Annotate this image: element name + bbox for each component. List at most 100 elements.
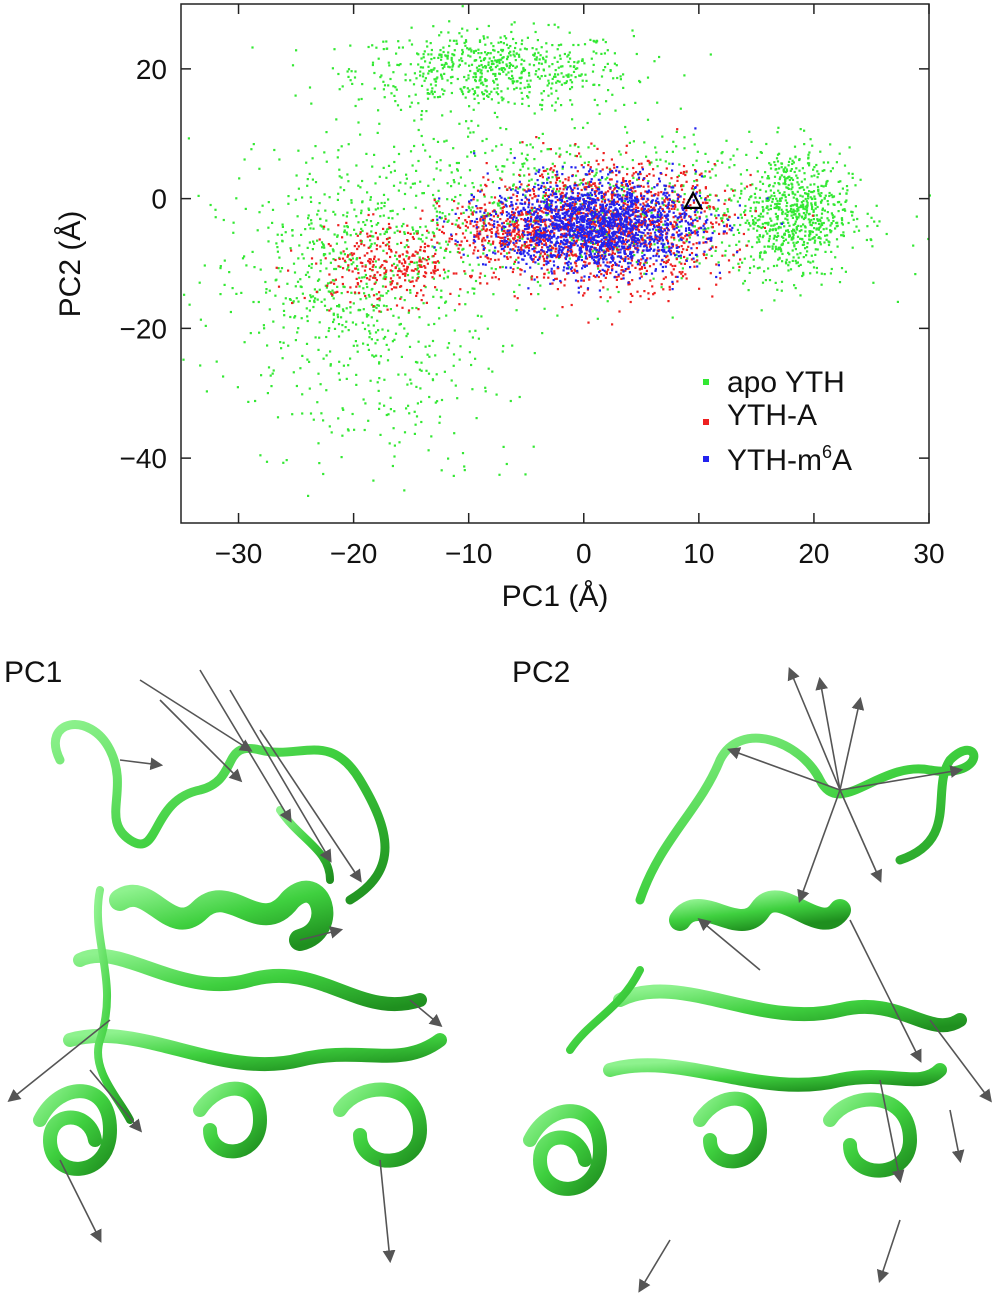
scatter-point bbox=[457, 224, 460, 227]
scatter-point bbox=[585, 235, 589, 238]
scatter-point bbox=[570, 248, 573, 251]
scatter-point bbox=[800, 225, 803, 228]
scatter-point bbox=[363, 244, 366, 247]
scatter-point bbox=[622, 73, 625, 76]
scatter-point bbox=[480, 315, 483, 318]
scatter-point bbox=[663, 211, 666, 214]
scatter-point bbox=[776, 171, 779, 174]
scatter-point bbox=[416, 361, 419, 364]
scatter-point bbox=[420, 84, 424, 87]
scatter-point bbox=[711, 295, 714, 298]
scatter-point bbox=[475, 66, 479, 69]
scatter-point bbox=[299, 278, 302, 281]
scatter-point bbox=[320, 225, 323, 228]
scatter-point bbox=[562, 195, 565, 198]
scatter-point bbox=[756, 267, 759, 270]
scatter-point bbox=[738, 196, 742, 200]
scatter-point bbox=[610, 197, 614, 200]
scatter-point bbox=[475, 227, 478, 230]
scatter-point bbox=[378, 299, 381, 302]
scatter-point bbox=[620, 265, 623, 268]
scatter-point bbox=[344, 260, 347, 264]
scatter-point bbox=[481, 93, 485, 96]
scatter-point bbox=[790, 230, 793, 233]
scatter-point bbox=[276, 246, 279, 249]
scatter-point bbox=[348, 269, 351, 272]
scatter-point bbox=[517, 231, 520, 234]
scatter-point bbox=[387, 227, 390, 230]
scatter-point bbox=[698, 173, 701, 176]
scatter-point bbox=[615, 64, 618, 67]
scatter-point bbox=[787, 183, 790, 187]
scatter-point bbox=[353, 428, 356, 431]
scatter-point bbox=[733, 189, 737, 192]
scatter-point bbox=[385, 238, 389, 241]
scatter-point bbox=[576, 194, 579, 198]
scatter-point bbox=[497, 232, 500, 235]
scatter-point bbox=[515, 241, 518, 245]
scatter-point bbox=[406, 231, 410, 234]
scatter-point bbox=[856, 217, 859, 221]
scatter-point bbox=[310, 263, 313, 266]
scatter-point bbox=[803, 178, 806, 181]
scatter-point bbox=[338, 175, 341, 178]
scatter-point bbox=[826, 234, 829, 237]
scatter-point bbox=[589, 210, 592, 213]
scatter-point bbox=[749, 196, 752, 199]
scatter-point bbox=[431, 218, 435, 222]
scatter-point bbox=[672, 140, 675, 143]
scatter-point bbox=[542, 90, 545, 93]
scatter-point bbox=[323, 246, 326, 249]
scatter-point bbox=[430, 91, 433, 94]
scatter-point bbox=[488, 240, 491, 243]
scatter-point bbox=[566, 241, 569, 244]
scatter-point bbox=[499, 266, 502, 269]
scatter-point bbox=[775, 264, 779, 267]
scatter-point bbox=[540, 108, 543, 111]
scatter-point bbox=[416, 232, 419, 235]
scatter-point bbox=[582, 126, 585, 129]
scatter-point bbox=[592, 218, 595, 221]
scatter-point bbox=[828, 191, 831, 195]
scatter-point bbox=[418, 264, 421, 267]
scatter-point bbox=[607, 89, 610, 92]
scatter-point bbox=[323, 304, 327, 307]
scatter-point bbox=[346, 290, 349, 294]
scatter-point bbox=[611, 93, 614, 96]
scatter-point bbox=[671, 223, 674, 226]
scatter-point bbox=[610, 158, 613, 161]
scatter-point bbox=[590, 184, 593, 187]
scatter-point bbox=[614, 232, 617, 236]
scatter-point bbox=[652, 277, 655, 280]
scatter-point bbox=[640, 258, 643, 261]
scatter-point bbox=[534, 242, 537, 245]
scatter-point bbox=[581, 243, 584, 246]
scatter-point bbox=[666, 255, 669, 258]
scatter-point bbox=[709, 272, 712, 275]
scatter-point bbox=[517, 53, 521, 56]
scatter-point bbox=[305, 161, 308, 164]
scatter-point bbox=[517, 224, 520, 227]
scatter-point bbox=[492, 271, 495, 274]
scatter-point bbox=[457, 65, 460, 68]
scatter-point bbox=[675, 226, 678, 229]
scatter-point bbox=[403, 232, 406, 235]
scatter-point bbox=[535, 56, 538, 59]
scatter-point bbox=[444, 217, 447, 220]
scatter-point bbox=[313, 299, 316, 302]
scatter-point bbox=[687, 234, 690, 237]
scatter-point bbox=[843, 208, 846, 211]
scatter-point bbox=[596, 229, 599, 232]
scatter-point bbox=[661, 135, 664, 138]
scatter-point bbox=[341, 434, 344, 437]
scatter-point bbox=[580, 164, 583, 167]
scatter-point bbox=[769, 189, 772, 192]
scatter-point bbox=[783, 225, 786, 228]
scatter-point bbox=[792, 256, 795, 259]
scatter-point bbox=[418, 256, 421, 259]
scatter-point bbox=[413, 232, 416, 235]
scatter-point bbox=[511, 230, 514, 233]
scatter-point bbox=[499, 177, 502, 180]
scatter-point bbox=[683, 147, 686, 150]
scatter-point bbox=[336, 156, 339, 159]
